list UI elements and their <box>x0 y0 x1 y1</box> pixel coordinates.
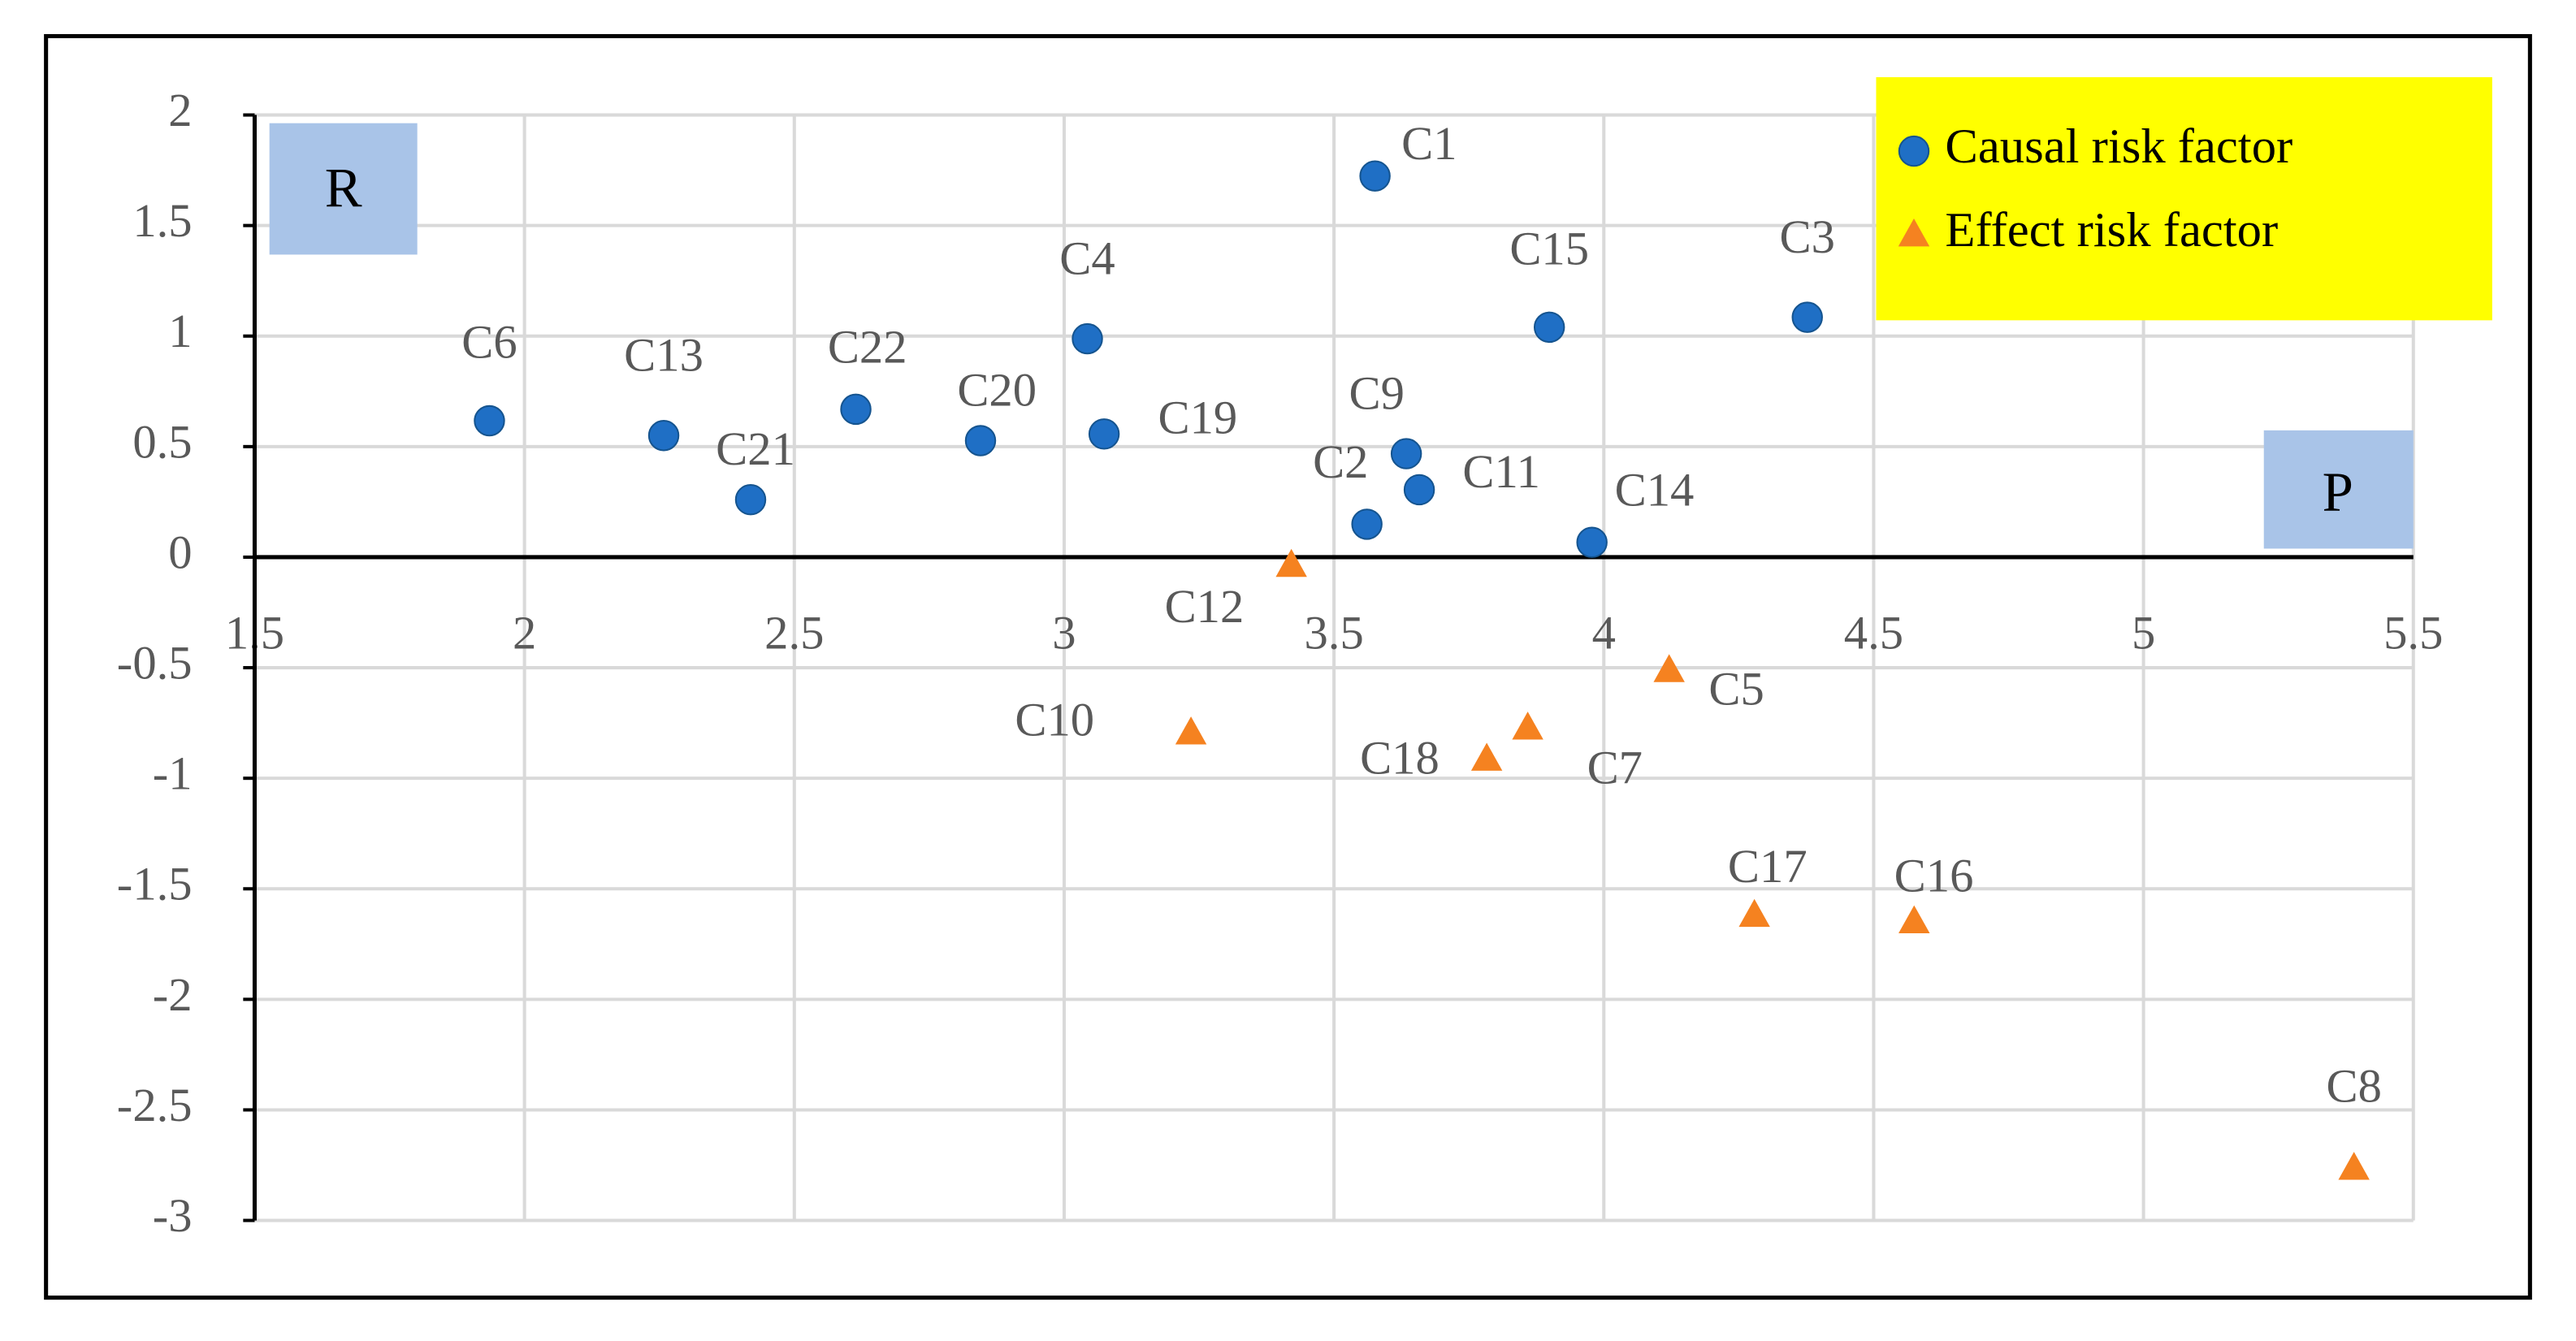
circle-point <box>840 393 872 426</box>
circle-point <box>1359 160 1391 192</box>
circle-point <box>1791 301 1823 333</box>
point-label: C8 <box>2326 1060 2381 1113</box>
point-label: C21 <box>716 422 795 475</box>
x-tick-label: 4 <box>1592 607 1616 660</box>
x-tick-label: 5 <box>2132 607 2155 660</box>
point-label: C17 <box>1728 840 1808 893</box>
point-label: C11 <box>1462 445 1540 498</box>
point-label: C5 <box>1708 662 1764 715</box>
triangle-point <box>1738 898 1770 928</box>
point-label: C3 <box>1780 210 1835 263</box>
circle-point <box>1072 322 1103 355</box>
point-label: C20 <box>957 363 1037 416</box>
legend-marker <box>1898 135 1930 167</box>
quadrant-label: P <box>2323 461 2353 523</box>
y-tick-label: -1 <box>153 747 193 800</box>
y-tick-label: 0.5 <box>132 415 192 468</box>
point-label: C6 <box>461 315 517 368</box>
y-tick-label: 0 <box>168 526 192 578</box>
legend-box <box>1876 77 2492 321</box>
point-label: C4 <box>1059 231 1115 284</box>
y-tick-label: -1.5 <box>117 858 193 911</box>
x-tick-label: 4.5 <box>1844 607 1903 660</box>
circle-point <box>1533 311 1565 344</box>
triangle-point <box>1512 712 1543 740</box>
y-tick-label: -3 <box>153 1189 193 1242</box>
circle-point <box>1390 438 1422 469</box>
circle-point <box>964 425 997 456</box>
circle-point <box>734 483 767 516</box>
legend-label: Causal risk factor <box>1945 119 2292 174</box>
triangle-point <box>1275 548 1307 577</box>
circle-point <box>647 420 680 452</box>
point-label: C1 <box>1401 117 1457 170</box>
y-tick-label: -2.5 <box>117 1079 193 1131</box>
triangle-point <box>1898 905 1930 933</box>
x-tick-label: 3.5 <box>1304 607 1363 660</box>
triangle-point <box>1175 716 1207 745</box>
circle-point <box>1088 418 1120 450</box>
circle-point <box>474 404 505 437</box>
legend: Causal risk factor Effect risk factor <box>1898 119 2292 257</box>
circle-point <box>1351 508 1383 540</box>
x-tick-label: 3 <box>1052 607 1076 660</box>
triangle-point <box>1653 654 1685 682</box>
triangle-point <box>2338 1152 2370 1180</box>
y-tick-label: -2 <box>153 968 193 1021</box>
legend-label: Effect risk factor <box>1945 203 2278 257</box>
circle-point <box>1403 474 1435 506</box>
y-tick-label: 1 <box>168 305 192 357</box>
point-label: C18 <box>1360 731 1440 784</box>
y-tick-label: -0.5 <box>117 637 193 690</box>
point-label: C19 <box>1158 391 1238 444</box>
y-tick-label: 1.5 <box>132 194 192 247</box>
point-label: C13 <box>624 329 704 382</box>
point-label: C12 <box>1165 580 1245 633</box>
point-label: C16 <box>1894 850 1974 902</box>
point-label: C7 <box>1587 741 1643 794</box>
legend-marker <box>1898 218 1930 247</box>
x-tick-label: 5.5 <box>2383 607 2443 660</box>
y-tick-label: 2 <box>168 84 192 136</box>
axes: 1.5 2 2.5 3 3.5 4 4.5 5 5.521.510.50-0.5-1-1.5-2… <box>117 84 2444 1242</box>
point-label: C14 <box>1615 464 1695 517</box>
point-label: C22 <box>828 321 907 374</box>
circle-point <box>1576 526 1608 558</box>
point-label: C10 <box>1015 694 1094 746</box>
point-label: C2 <box>1313 435 1368 488</box>
quadrant-box <box>269 123 418 255</box>
quadrant-box <box>2263 430 2414 549</box>
x-tick-label: 2 <box>513 607 536 660</box>
quadrant-label: R <box>325 157 362 218</box>
point-label: C9 <box>1349 366 1405 419</box>
triangle-point <box>1470 742 1503 771</box>
x-tick-label: 2.5 <box>764 607 824 660</box>
point-label: C15 <box>1509 222 1589 275</box>
